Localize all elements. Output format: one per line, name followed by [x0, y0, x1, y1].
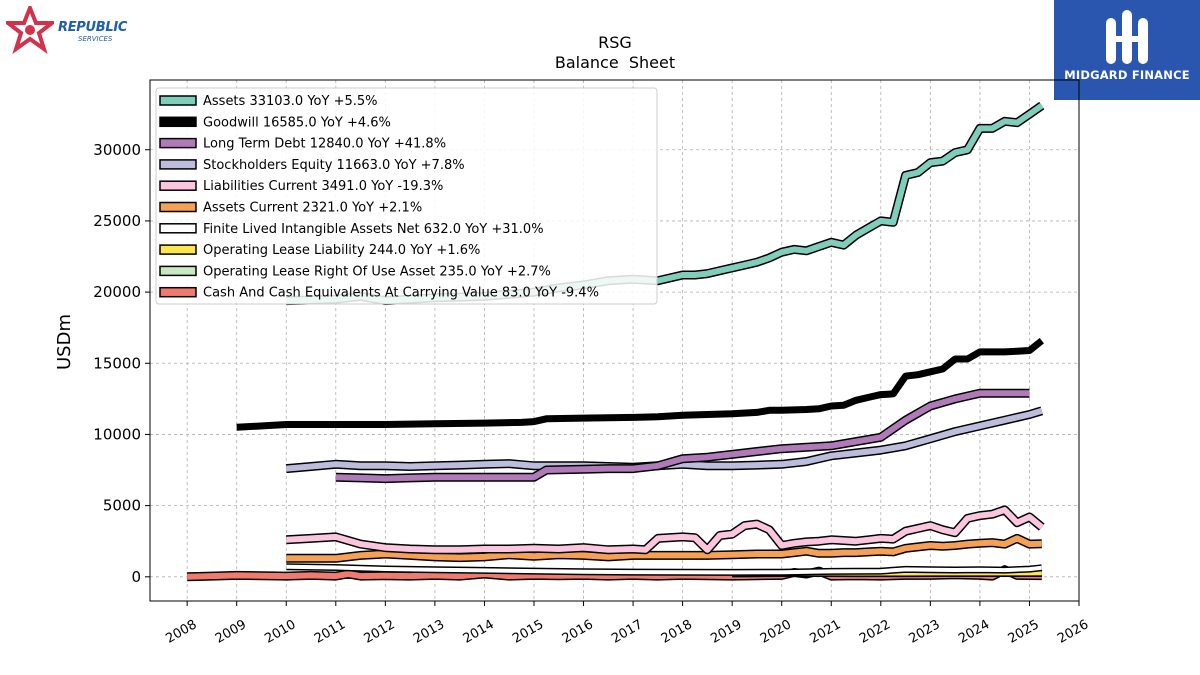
- y-tick-label: 10000: [93, 425, 141, 443]
- legend-swatch: [159, 95, 197, 106]
- midgard-finance-logo: MIDGARD FINANCE: [1054, 0, 1200, 100]
- x-tick-label: 2012: [362, 617, 398, 647]
- legend-swatch: [159, 286, 197, 298]
- legend-swatch: [159, 265, 197, 277]
- x-tick-label: 2014: [461, 617, 497, 647]
- series-line: [286, 506, 1044, 553]
- legend-entry: Assets Current 2321.0 YoY +2.1%: [203, 201, 422, 216]
- brand-name: MIDGARD FINANCE: [1064, 68, 1190, 82]
- logo-subtext: SERVICES: [78, 35, 113, 43]
- x-tick-label: 2021: [807, 617, 843, 647]
- legend-entry: Long Term Debt 12840.0 YoY +41.8%: [203, 137, 446, 152]
- legend: Assets 33103.0 YoY +5.5% Goodwill 16585.0…: [155, 87, 658, 305]
- legend-entry: Goodwill 16585.0 YoY +4.6%: [203, 115, 391, 130]
- legend-entry: Operating Lease Right Of Use Asset 235.0…: [203, 264, 551, 279]
- legend-swatch: [159, 159, 197, 170]
- logo-wordmark: REPUBLIC: [58, 20, 128, 35]
- x-tick-label: 2011: [312, 617, 348, 647]
- x-tick-label: 2017: [609, 617, 645, 647]
- x-tick-label: 2025: [1006, 617, 1042, 647]
- legend-entry: Liabilities Current 3491.0 YoY -19.3%: [203, 179, 443, 194]
- x-tick-label: 2023: [907, 617, 943, 647]
- legend-swatch: [159, 223, 197, 234]
- x-tick-label: 2009: [213, 617, 249, 647]
- legend-swatch: [159, 137, 197, 149]
- star-logo-icon: [2, 2, 58, 55]
- legend-swatch: [159, 201, 197, 213]
- y-axis-label: USDm: [54, 314, 75, 370]
- legend-entry: Operating Lease Liability 244.0 YoY +1.6…: [203, 243, 480, 258]
- x-tick-label: 2010: [262, 617, 298, 647]
- y-tick-label: 20000: [93, 283, 141, 301]
- republic-services-logo: REPUBLIC SERVICES: [2, 2, 146, 55]
- x-tick-label: 2020: [758, 617, 794, 647]
- x-tick-label: 2018: [659, 617, 695, 647]
- legend-entry: Assets 33103.0 YoY +5.5%: [203, 94, 378, 109]
- series-line: [286, 535, 1042, 562]
- chart-subtitle: Balance Sheet: [555, 53, 675, 72]
- y-tick-label: 5000: [103, 497, 141, 515]
- legend-entry: Finite Lived Intangible Assets Net 632.0…: [203, 222, 544, 237]
- y-tick-label: 0: [131, 568, 141, 586]
- x-tick-label: 2022: [857, 617, 893, 647]
- chart-title: RSG: [598, 33, 632, 52]
- y-tick-label: 25000: [93, 212, 141, 230]
- plot-frame: [149, 79, 1080, 602]
- legend-swatch: [159, 116, 197, 128]
- legend-swatch: [159, 180, 197, 191]
- legend-entry: Stockholders Equity 11663.0 YoY +7.8%: [203, 158, 465, 173]
- legend-box: [155, 87, 658, 305]
- x-tick-label: 2024: [956, 617, 992, 647]
- midgard-mark-icon: [1106, 10, 1148, 64]
- x-tick-label: 2013: [411, 617, 447, 647]
- y-tick-label: 30000: [93, 141, 141, 159]
- x-tick-label: 2015: [510, 617, 546, 647]
- x-tick-label: 2026: [1055, 617, 1091, 647]
- legend-swatch: [159, 244, 197, 255]
- series-line: [286, 564, 1043, 575]
- x-tick-label: 2008: [163, 617, 199, 647]
- y-tick-label: 15000: [93, 354, 141, 372]
- series-line: [335, 390, 1030, 482]
- series-line: [236, 337, 1044, 431]
- x-tick-label: 2019: [708, 617, 744, 647]
- legend-entry: Cash And Cash Equivalents At Carrying Va…: [203, 286, 599, 301]
- x-tick-label: 2016: [560, 617, 596, 647]
